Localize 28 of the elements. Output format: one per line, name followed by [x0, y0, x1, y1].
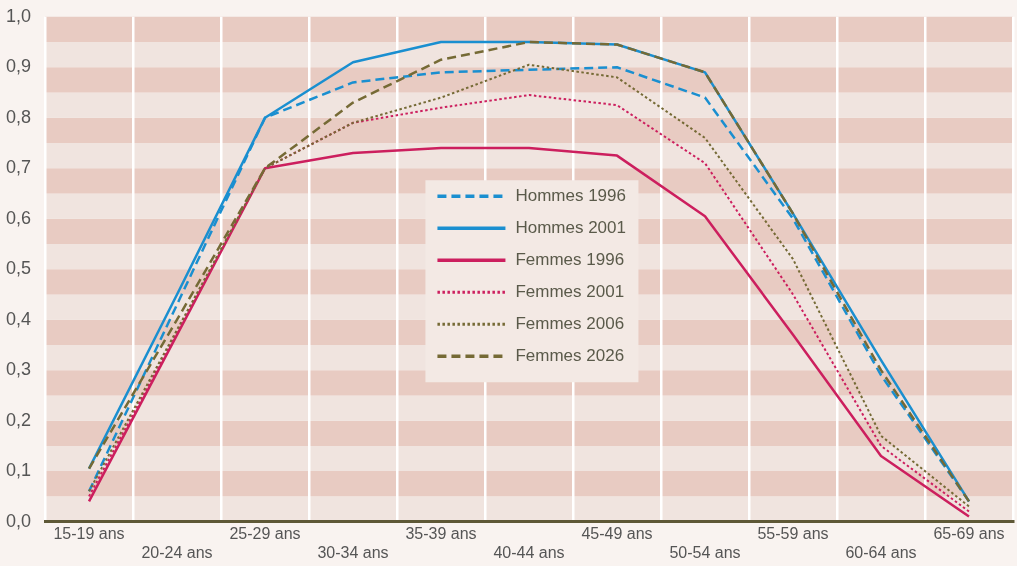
x-tick-label: 25-29 ans [229, 524, 301, 542]
y-tick-label: 0,6 [5, 207, 32, 228]
legend-label: Hommes 2001 [515, 217, 626, 237]
legend-label: Femmes 2006 [515, 313, 625, 333]
x-tick-label: 55-59 ans [757, 524, 829, 542]
y-tick-label: 0,3 [5, 359, 32, 380]
x-tick-label: 15-19 ans [53, 524, 125, 542]
x-tick-label: 60-64 ans [845, 543, 917, 561]
y-tick-label: 0,0 [5, 510, 32, 531]
legend-label: Femmes 2026 [515, 345, 625, 365]
y-tick-label: 0,1 [5, 460, 32, 481]
y-tick-label: 0,7 [5, 157, 32, 178]
legend-label: Femmes 1996 [515, 249, 625, 269]
x-tick-label: 40-44 ans [493, 543, 565, 561]
x-tick-label: 20-24 ans [141, 543, 213, 561]
y-tick-label: 0,5 [5, 258, 32, 279]
x-tick-label: 30-34 ans [317, 543, 389, 561]
y-tick-label: 0,9 [5, 56, 32, 77]
y-tick-label: 1,0 [5, 5, 32, 26]
legend-label: Hommes 1996 [515, 185, 626, 205]
x-tick-label: 45-49 ans [581, 524, 653, 542]
legend-label: Femmes 2001 [515, 281, 625, 301]
x-tick-label: 35-39 ans [405, 524, 477, 542]
y-tick-label: 0,4 [5, 308, 32, 329]
x-tick-label: 50-54 ans [669, 543, 741, 561]
y-tick-label: 0,2 [5, 409, 32, 430]
y-tick-label: 0,8 [5, 106, 32, 127]
x-tick-label: 65-69 ans [933, 524, 1005, 542]
